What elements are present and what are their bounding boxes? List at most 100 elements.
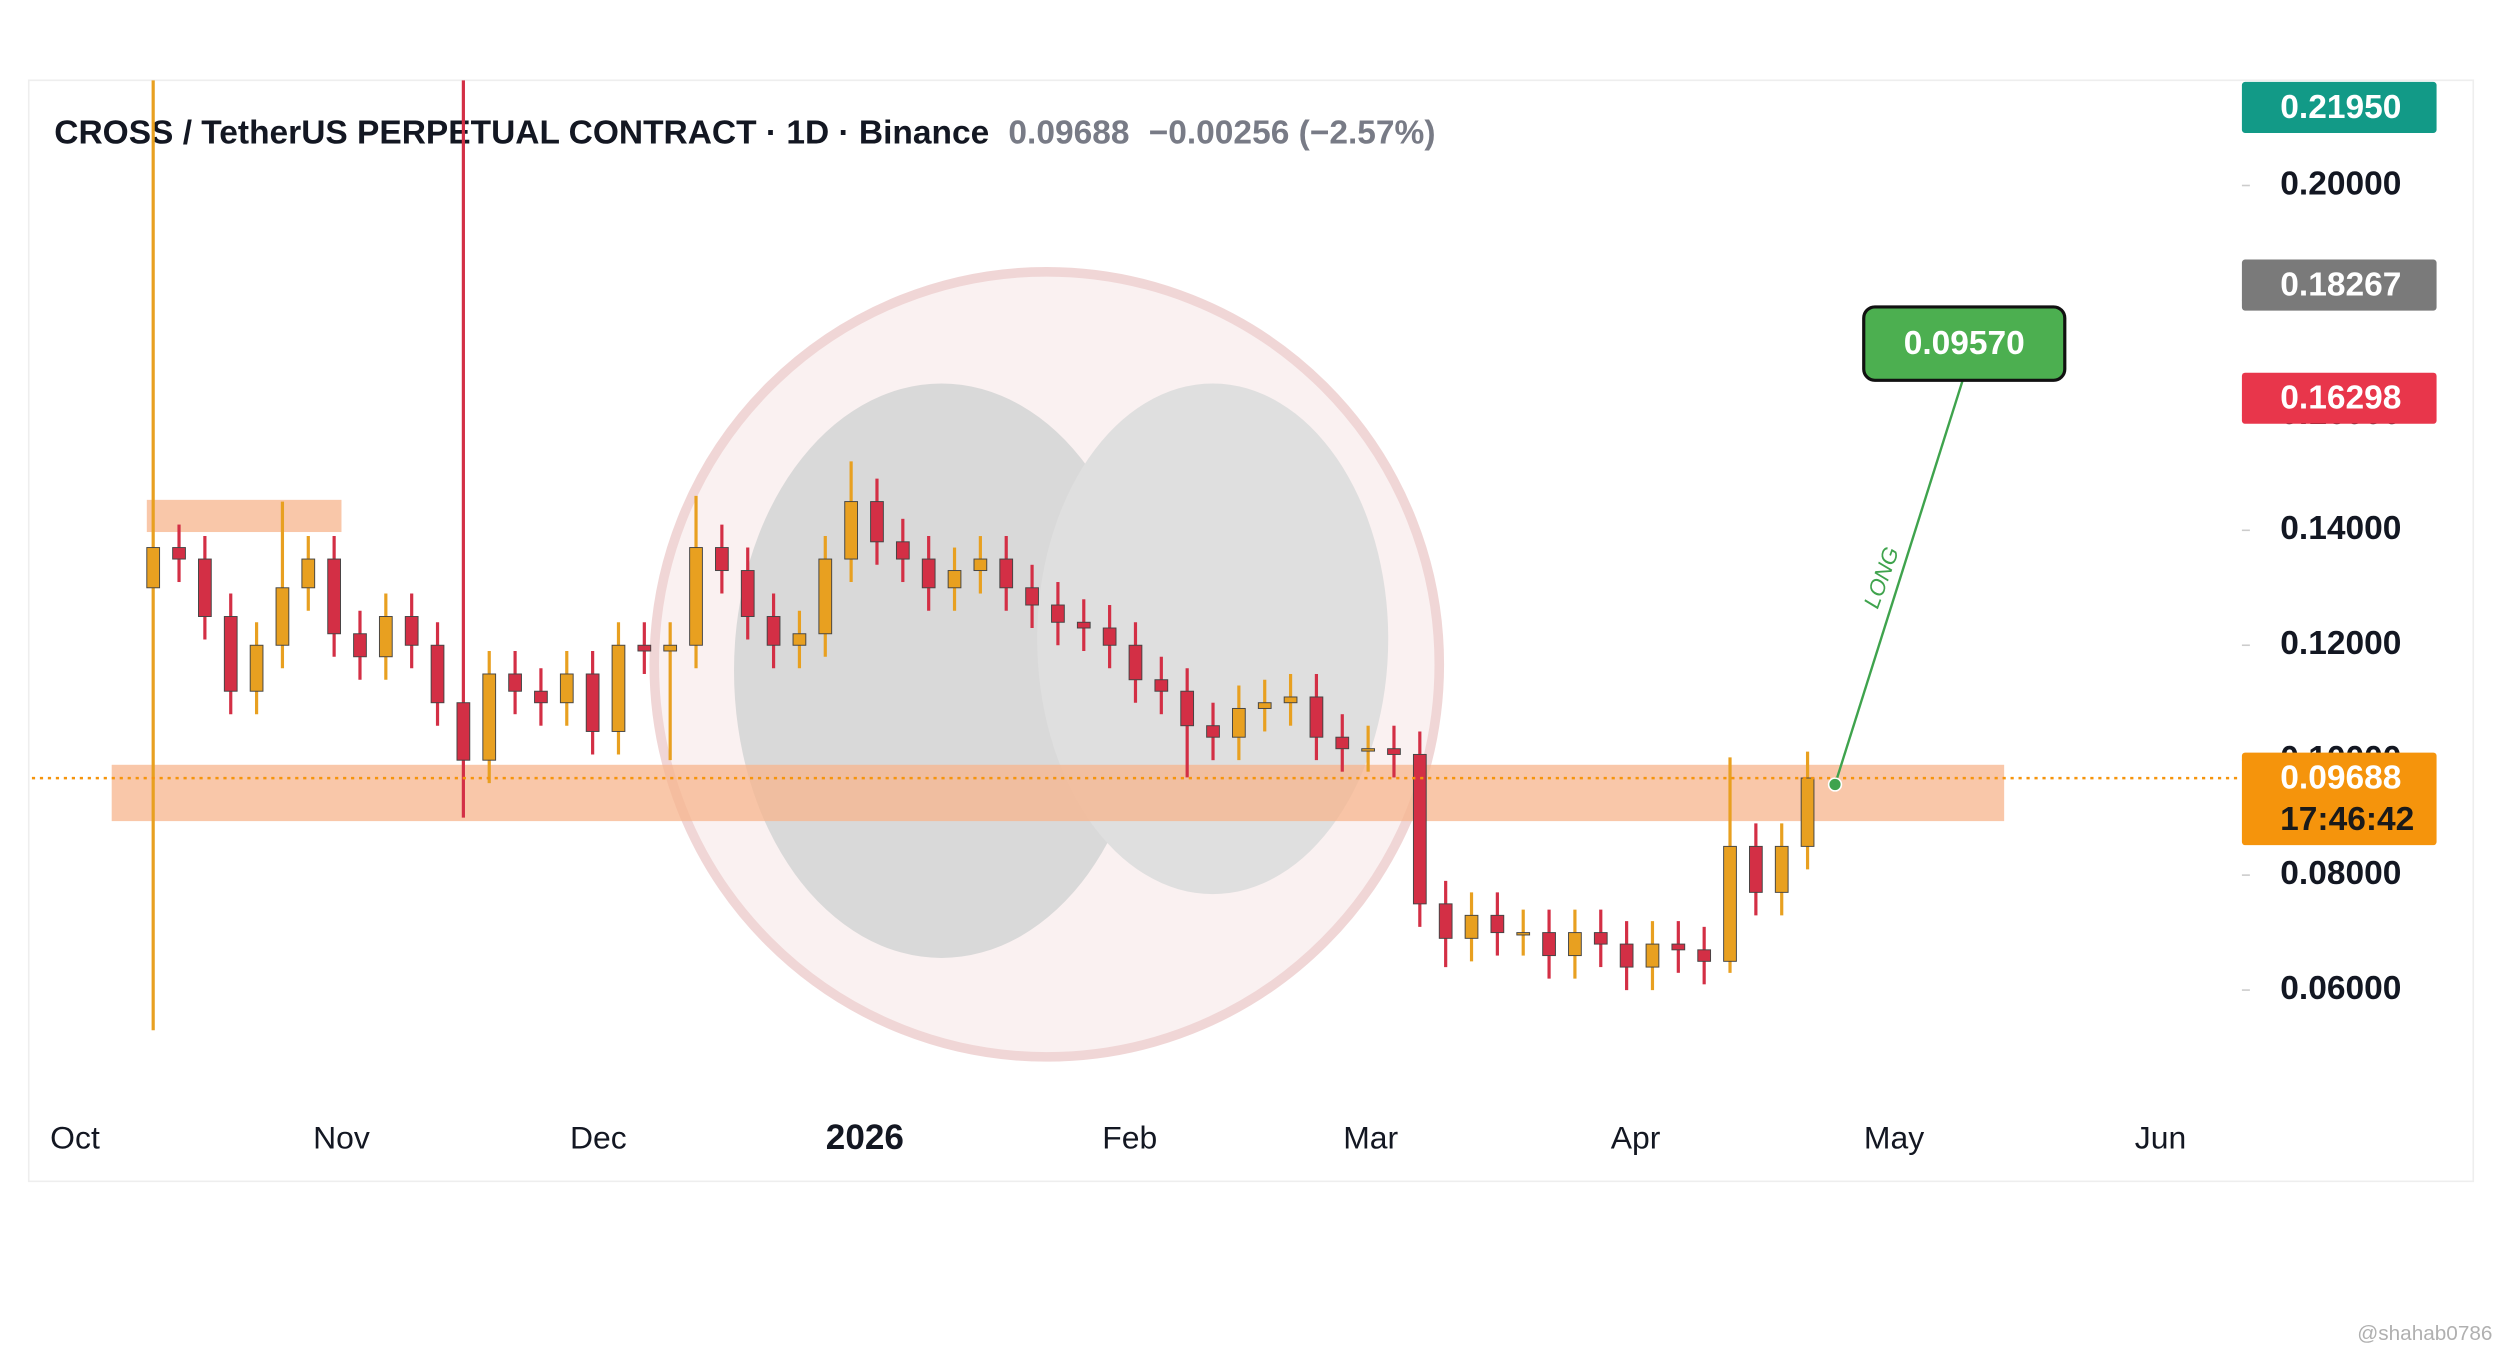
candle-body [353, 633, 367, 658]
candle-body [327, 558, 341, 635]
candle-body [1335, 736, 1350, 750]
candle-body [1102, 627, 1117, 646]
candle [895, 518, 910, 583]
candle-body [1025, 587, 1039, 606]
candle [1464, 892, 1479, 962]
price-tag [2241, 752, 2437, 846]
price-tag-label: 0.21950 [2280, 89, 2401, 126]
candle [637, 622, 652, 674]
candle [198, 536, 212, 640]
candle [275, 501, 290, 669]
candle-body [663, 644, 678, 652]
candle [1593, 909, 1608, 968]
candle [1102, 605, 1117, 669]
candle-body [637, 644, 652, 652]
candle-body [1516, 932, 1531, 936]
candle-body [1697, 949, 1712, 962]
candle-body [715, 547, 729, 572]
candle [1335, 714, 1350, 772]
candle [1051, 582, 1065, 646]
candle [249, 622, 264, 715]
x-tick-label: Nov [313, 1119, 370, 1155]
candle [146, 80, 161, 1031]
price-tag [2241, 81, 2437, 133]
candle [1568, 909, 1582, 979]
candle [1154, 656, 1169, 715]
candle [404, 593, 419, 669]
candle [172, 524, 186, 583]
annotation-text: 0.09570 [1904, 325, 2025, 362]
candle-body [146, 547, 161, 589]
candle [1412, 731, 1427, 927]
x-tick-label: 2026 [826, 1118, 904, 1157]
candle [585, 650, 600, 755]
candle [534, 668, 548, 726]
candle-body [947, 570, 962, 589]
candle-body [1232, 707, 1246, 738]
candle-body [1800, 777, 1815, 847]
candle-body [1671, 943, 1686, 951]
candle-body [1051, 604, 1065, 623]
candle-body [999, 558, 1014, 589]
candle [1361, 725, 1375, 772]
price-tag-label: 0.18267 [2280, 267, 2401, 304]
candle-body [1387, 748, 1401, 755]
candle-body [1593, 932, 1608, 945]
candle-body [895, 541, 910, 560]
x-tick-label: Oct [50, 1119, 100, 1155]
candle [1800, 751, 1815, 870]
candle [870, 478, 884, 565]
candle [999, 536, 1014, 611]
candle-body [456, 702, 471, 761]
candle-body [1619, 943, 1634, 968]
candle-body [172, 547, 186, 560]
x-tick-label: Dec [570, 1119, 627, 1155]
candle [766, 593, 781, 669]
candle-body [1542, 932, 1556, 957]
candle-body [249, 644, 264, 692]
candle [1232, 685, 1246, 761]
candle-body [534, 690, 548, 704]
zone [111, 764, 2005, 822]
candle-body [275, 587, 290, 646]
candle-body [1180, 690, 1195, 727]
x-tick-label: Jun [2135, 1119, 2186, 1155]
candle [611, 622, 626, 755]
candle-body [585, 673, 600, 732]
candle-body [1749, 845, 1763, 893]
candle [1749, 823, 1763, 916]
candle [818, 536, 833, 657]
candle [1257, 679, 1272, 732]
y-tick-label: 0.12000 [2280, 625, 2401, 662]
candle-body [740, 570, 755, 617]
candle-body [378, 616, 393, 658]
candle-body [1257, 702, 1272, 709]
candle-body [818, 558, 833, 635]
candle [663, 622, 678, 761]
candle-body [1490, 914, 1505, 934]
candle [482, 650, 497, 784]
candle [715, 524, 729, 594]
candle-body [1464, 914, 1479, 939]
candle [1645, 921, 1660, 991]
candle-body [482, 673, 497, 761]
candle-body [766, 616, 781, 646]
candle-body [1438, 903, 1453, 939]
price-change: −0.00256 (−2.57%) [1149, 114, 1436, 151]
candle-body [1283, 696, 1298, 704]
candle [792, 610, 807, 669]
candle [430, 622, 445, 726]
zone [146, 499, 342, 533]
long-arrow [1833, 379, 1964, 785]
candle [1180, 668, 1195, 778]
candle [378, 593, 393, 680]
price-tag [2241, 372, 2437, 424]
candle [921, 536, 936, 611]
candle [1128, 622, 1143, 703]
chart-title: CROSS / TetherUS PERPETUAL CONTRACT · 1D… [54, 114, 989, 151]
candle-body [973, 558, 988, 572]
candle [1619, 921, 1634, 991]
candle [1671, 921, 1686, 973]
chart-header: CROSS / TetherUS PERPETUAL CONTRACT · 1D… [54, 114, 1435, 151]
x-tick-label: Apr [1611, 1119, 1661, 1155]
